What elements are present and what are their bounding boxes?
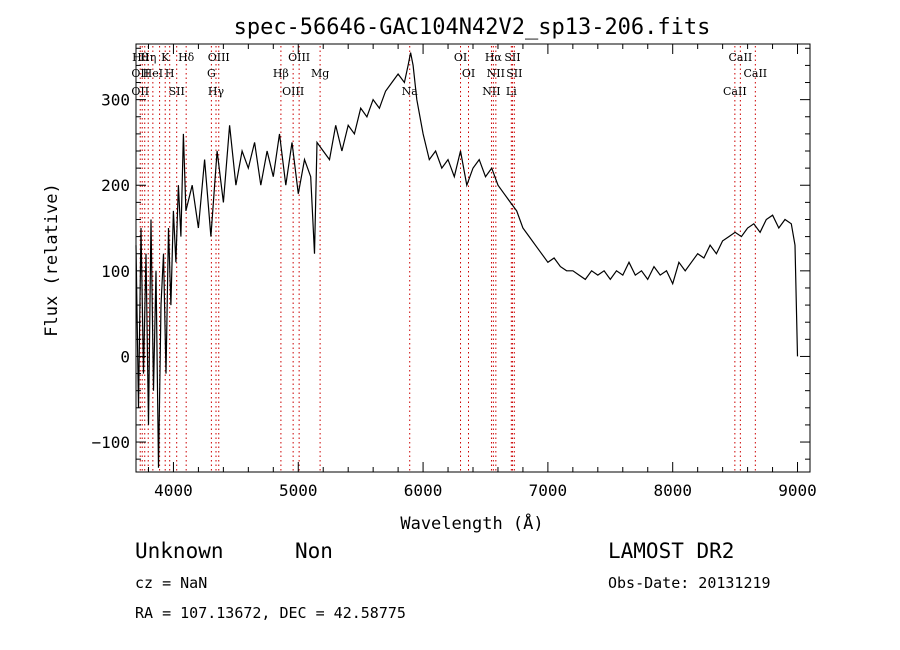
- line-label: OIII: [282, 85, 304, 98]
- obs-date: Obs-Date: 20131219: [608, 574, 771, 592]
- object-subclass: Non: [295, 539, 333, 563]
- line-label: Hβ: [273, 67, 289, 80]
- line-label: Hδ: [178, 51, 195, 64]
- spectral-line-labels: HθOIIOIIHηHeIKHSIIHδGHγOIIIHβOIIIOIIIMgN…: [131, 51, 767, 98]
- line-label: Hα: [485, 51, 503, 64]
- coordinates: RA = 107.13672, DEC = 42.58775: [135, 604, 406, 622]
- chart-title: spec-56646-GAC104N42V2_sp13-206.fits: [234, 15, 711, 40]
- y-tick-label: 0: [120, 347, 130, 366]
- line-label: OI: [454, 51, 467, 64]
- x-axis: 4000 5000 6000 7000 8000 9000: [147, 44, 817, 500]
- x-tick-label: 4000: [154, 481, 193, 500]
- line-label: OII: [131, 85, 149, 98]
- line-label: NII: [482, 85, 500, 98]
- line-label: OIII: [208, 51, 230, 64]
- redshift-text: cz = NaN: [135, 574, 208, 592]
- x-tick-label: 8000: [653, 481, 692, 500]
- line-label: H: [165, 67, 175, 80]
- y-tick-label: −100: [91, 433, 130, 452]
- line-label: OIII: [288, 51, 310, 64]
- line-label: HeI: [143, 67, 163, 80]
- y-tick-label: 100: [101, 262, 130, 281]
- plot-frame: [135, 43, 811, 473]
- line-label: Na: [402, 85, 419, 98]
- line-label: Hη: [140, 51, 156, 64]
- y-axis-label: Flux (relative): [42, 183, 62, 337]
- line-label: OI: [462, 67, 475, 80]
- spectrum-line: [135, 52, 799, 468]
- line-label: NII: [487, 67, 505, 80]
- line-label: CaII: [723, 85, 747, 98]
- spectral-line-markers: [139, 46, 756, 472]
- line-label: CaII: [729, 51, 753, 64]
- y-tick-label: 200: [101, 176, 130, 195]
- y-tick-label: 300: [101, 91, 130, 110]
- x-tick-label: 6000: [404, 481, 443, 500]
- x-tick-label: 5000: [279, 481, 318, 500]
- line-label: SII: [504, 51, 520, 64]
- x-tick-label: 7000: [529, 481, 568, 500]
- object-class: Unknown: [135, 539, 224, 563]
- line-label: K: [161, 51, 170, 64]
- line-label: SII: [506, 67, 522, 80]
- x-axis-label: Wavelength (Å): [400, 512, 543, 534]
- y-axis: −100 0 100 200 300: [91, 47, 810, 460]
- x-tick-label: 9000: [778, 481, 817, 500]
- line-label: Mg: [311, 67, 329, 80]
- survey-name: LAMOST DR2: [608, 539, 735, 563]
- line-label: SII: [169, 85, 185, 98]
- line-label: G: [207, 67, 216, 80]
- line-label: CaII: [743, 67, 767, 80]
- line-label: Li: [506, 85, 517, 98]
- line-label: Hγ: [208, 85, 225, 98]
